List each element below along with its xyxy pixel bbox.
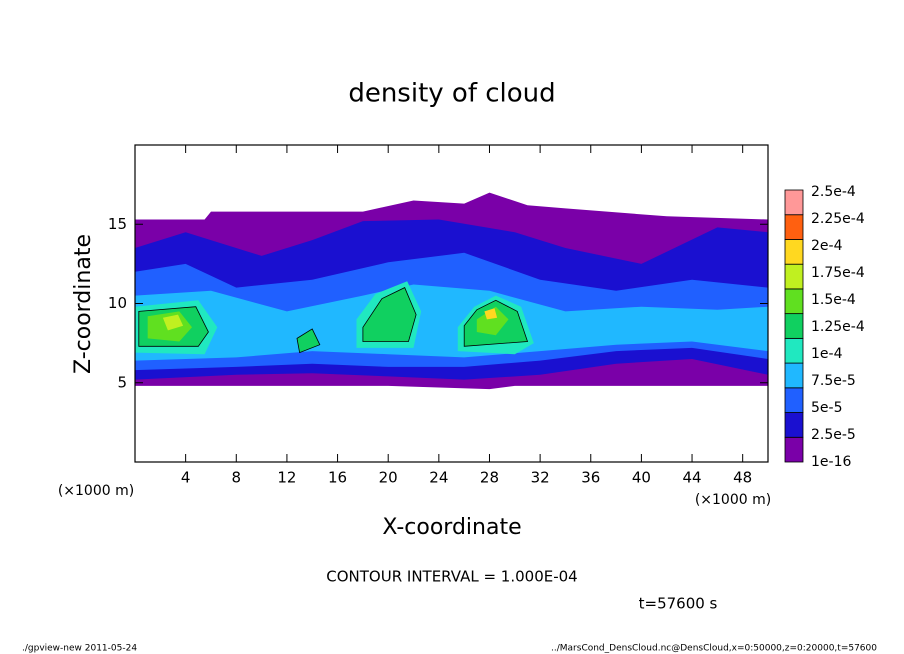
colorbar-label: 2.25e-4 [811,211,865,227]
colorbar-label: 2.5e-4 [811,184,856,200]
colorbar-label: 1e-4 [811,346,843,362]
colorbar-label: 2.5e-5 [811,427,856,443]
colorbar-box [784,436,804,463]
colorbar-box [784,189,804,216]
colorbar-box [784,214,804,240]
colorbar-label: 5e-5 [811,400,842,416]
x-axis-label: X-coordinate [382,515,521,540]
colorbar-box [784,362,804,389]
colorbar-box [784,288,804,315]
contour-interval: CONTOUR INTERVAL = 1.000E-04 [326,568,577,586]
colorbar-label: 1.25e-4 [811,319,865,335]
x-tick-label: 24 [429,469,448,487]
time-label: t=57600 s [639,595,718,613]
y-axis-label: Z-coordinate [71,234,96,374]
x-tick-label: 48 [733,469,752,487]
colorbar-label: 1e-16 [811,454,851,470]
colorbar-label: 1.5e-4 [811,292,856,308]
colorbar-label: 7.5e-5 [811,373,856,389]
x-tick-label: 20 [379,469,398,487]
x-tick-label: 8 [232,469,242,487]
x-tick-label: 40 [632,469,651,487]
contour-fill [476,306,509,336]
colorbar-box [784,263,804,290]
colorbar-box [784,337,804,364]
contour-fill [362,287,417,342]
y-tick-label: 15 [108,215,127,233]
x-tick-label: 12 [277,469,296,487]
x-tick-label: 16 [328,469,347,487]
colorbar-label: 2e-4 [811,238,843,254]
x-tick-label: 32 [531,469,550,487]
contour-fill [135,284,768,361]
y-tick-label: 5 [117,373,127,391]
footer-left: ./gpview-new 2011-05-24 [22,644,137,654]
field [135,192,768,390]
contour-fill [162,314,184,331]
colorbar-label: 1.75e-4 [811,265,865,281]
footer-right: ../MarsCond_DensCloud.nc@DensCloud,x=0:5… [551,644,877,654]
x-tick-label: 36 [581,469,600,487]
colorbar-box [784,239,804,265]
x-tick-label: 28 [480,469,499,487]
y-tick-label: 10 [108,294,127,312]
y-unit: (×1000 m) [58,483,134,499]
contour-fill [484,308,498,320]
x-unit: (×1000 m) [695,492,771,508]
colorbar-box [784,387,804,413]
contour-fill [296,328,321,354]
colorbar-box [784,313,804,339]
x-tick-label: 44 [682,469,701,487]
x-tick-label: 4 [181,469,191,487]
colorbar-box [784,412,804,438]
chart-title: density of cloud [348,79,555,109]
